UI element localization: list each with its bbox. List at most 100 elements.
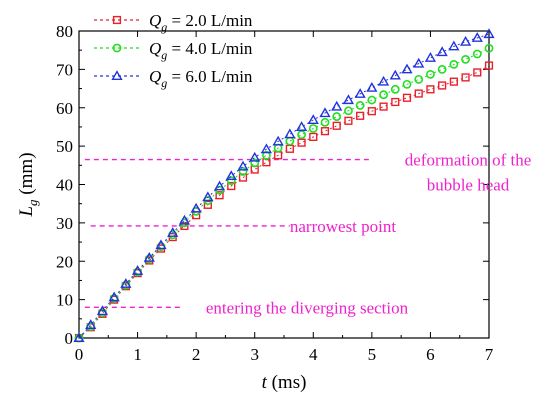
data-point <box>426 85 435 94</box>
data-point <box>73 332 85 342</box>
data-point <box>356 111 365 120</box>
data-point <box>319 107 331 118</box>
data-point <box>225 170 237 181</box>
data-point <box>203 200 212 209</box>
legend-symbol: Q <box>149 67 161 86</box>
x-axis-unit: (ms) <box>267 372 307 393</box>
data-point <box>226 176 236 186</box>
diverging-section-label: entering the diverging section <box>206 298 409 317</box>
legend-marker <box>111 70 123 81</box>
data-point <box>459 35 472 46</box>
data-point <box>309 132 318 142</box>
deformation-label-line1: deformation of the <box>405 151 532 170</box>
data-point <box>389 69 401 80</box>
data-point <box>167 227 179 237</box>
series-3 <box>73 28 495 342</box>
data-point <box>190 202 202 213</box>
data-point <box>390 84 400 94</box>
x-tick-label: 7 <box>485 345 494 364</box>
data-point <box>85 319 97 329</box>
data-point <box>344 106 353 116</box>
data-point <box>471 32 483 42</box>
data-point <box>238 173 248 182</box>
data-point <box>297 130 306 140</box>
data-point <box>355 101 365 110</box>
data-point <box>426 69 435 79</box>
y-tick-label: 50 <box>56 137 73 156</box>
legend-marker <box>112 15 122 25</box>
data-point <box>237 160 249 171</box>
x-tick-label: 2 <box>192 345 201 364</box>
data-point <box>272 135 284 146</box>
y-axis-subscript: g <box>25 199 40 206</box>
y-axis-symbol: L <box>16 206 37 218</box>
data-point <box>472 49 482 59</box>
data-point <box>320 127 330 136</box>
legend-marker <box>112 43 122 53</box>
data-point <box>131 265 144 275</box>
data-point <box>438 81 447 90</box>
data-point <box>108 291 120 302</box>
data-point <box>307 114 319 125</box>
data-point <box>260 143 273 154</box>
data-point <box>342 94 355 105</box>
x-axis-symbol: t <box>262 372 268 393</box>
data-point <box>284 128 296 139</box>
data-point <box>437 64 447 74</box>
y-axis-title: Lg (mm) <box>16 152 40 217</box>
x-tick-label: 6 <box>426 345 435 364</box>
y-tick-label: 60 <box>56 99 73 118</box>
data-point <box>262 150 271 160</box>
data-point <box>308 124 318 133</box>
y-tick-label: 0 <box>65 329 74 348</box>
data-point <box>484 61 494 70</box>
data-point <box>414 74 424 84</box>
data-point <box>424 52 437 62</box>
data-point <box>449 59 459 69</box>
legend-item-3: Qg = 6.0 L/min <box>94 67 253 90</box>
legend-rest: = 4.0 L/min <box>167 39 253 58</box>
y-tick-label: 10 <box>56 291 73 310</box>
legend-label: Qg = 4.0 L/min <box>149 39 253 62</box>
data-point <box>297 138 306 147</box>
series-line <box>78 65 490 339</box>
narrowest-point-label: narrowest point <box>290 217 397 236</box>
legend-label: Qg = 6.0 L/min <box>149 67 253 90</box>
data-point <box>250 158 260 168</box>
legend-subscript: g <box>161 20 167 34</box>
y-tick-label: 40 <box>56 176 73 195</box>
series-group <box>73 28 495 343</box>
x-tick-label: 0 <box>75 345 84 364</box>
x-axis-title: t (ms) <box>262 372 307 393</box>
data-point <box>202 191 214 202</box>
legend-item-2: Qg = 4.0 L/min <box>94 39 253 62</box>
data-point <box>178 214 191 225</box>
legend-group: Qg = 2.0 L/min Qg = 4.0 L/min Qg = 6.0 L/m… <box>94 11 253 90</box>
data-point <box>238 167 248 176</box>
y-tick-label: 70 <box>56 60 73 79</box>
data-point <box>332 112 342 121</box>
data-point <box>401 63 413 74</box>
annotation-group: deformation of the bubble head narrowest p… <box>84 151 532 317</box>
data-point <box>413 57 425 68</box>
data-point <box>354 88 366 98</box>
legend-label: Qg = 2.0 L/min <box>149 11 253 34</box>
data-point <box>332 121 341 130</box>
legend-rest: = 6.0 L/min <box>167 67 253 86</box>
data-point <box>227 181 236 191</box>
data-point <box>436 46 448 57</box>
x-tick-label: 4 <box>309 345 318 364</box>
legend-item-1: Qg = 2.0 L/min <box>94 11 253 34</box>
x-tick-label: 1 <box>133 345 142 364</box>
data-point <box>484 43 494 53</box>
data-point <box>213 180 226 191</box>
data-point <box>402 79 412 89</box>
data-point <box>143 251 155 262</box>
data-point <box>449 77 458 86</box>
data-point <box>96 305 109 316</box>
data-point <box>295 121 308 131</box>
data-point <box>461 73 470 82</box>
data-point <box>483 28 495 39</box>
data-point <box>473 68 482 77</box>
